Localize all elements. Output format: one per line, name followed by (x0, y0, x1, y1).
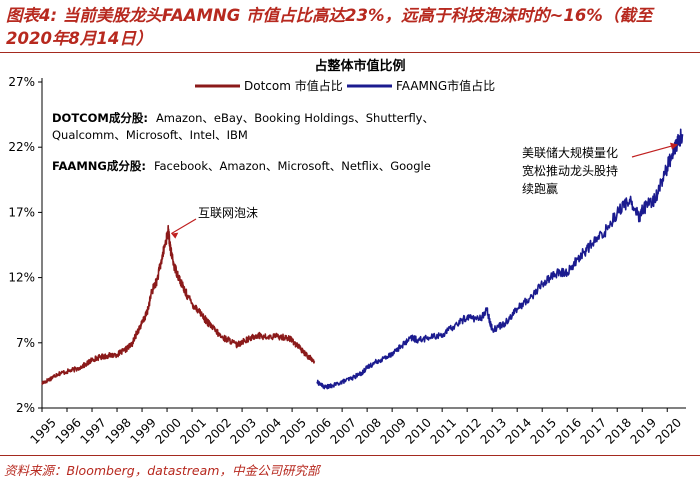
series-line-1 (316, 128, 684, 390)
x-tick-label: 2015 (528, 415, 559, 446)
top-rule (0, 52, 700, 53)
x-tick-label: 2002 (202, 415, 233, 446)
x-tick-label: 2005 (278, 415, 309, 446)
x-tick-label: 2013 (478, 415, 509, 446)
annotation-arrow-line (631, 144, 678, 158)
x-tick-label: 2010 (403, 415, 434, 446)
y-tick-label: 22% (8, 140, 35, 154)
x-tick-label: 2007 (328, 415, 359, 446)
x-tick-label: 2011 (428, 415, 459, 446)
x-tick-label: 2004 (253, 415, 284, 446)
note-label: DOTCOM成分股: (52, 111, 148, 125)
x-tick-label: 1997 (77, 415, 108, 446)
x-tick-label: 2000 (152, 415, 183, 446)
note-text: Qualcomm、Microsoft、Intel、IBM (52, 128, 248, 142)
x-tick-label: 2014 (503, 415, 534, 446)
x-tick-label: 1998 (102, 415, 133, 446)
y-tick-label: 27% (8, 75, 35, 89)
legend-label: FAAMNG市值占比 (396, 78, 495, 93)
note-text: Facebook、Amazon、Microsoft、Netflix、Google (154, 159, 431, 173)
bottom-rule (0, 455, 700, 456)
y-tick-label: 7% (16, 336, 35, 350)
note-text: Amazon、eBay、Booking Holdings、Shutterfly、 (156, 111, 434, 125)
y-tick-label: 17% (8, 205, 35, 219)
annotation-arrowhead (171, 232, 179, 239)
notes: DOTCOM成分股: Amazon、eBay、Booking Holdings、S… (52, 111, 434, 173)
x-tick-label: 1995 (27, 415, 58, 446)
figure-source: 资料来源：Bloomberg，datastream，中金公司研究部 (4, 463, 320, 478)
x-tick-label: 2001 (177, 415, 208, 446)
x-tick-label: 2009 (378, 415, 409, 446)
x-tick-label: 2003 (227, 415, 258, 446)
annotation-text: 宽松推动龙头股持 (522, 163, 618, 178)
note-label: FAAMNG成分股: (52, 159, 146, 173)
series-layer (41, 128, 684, 390)
x-tick-label: 2017 (578, 415, 609, 446)
x-tick-label: 2006 (303, 415, 334, 446)
y-tick-label: 12% (8, 271, 35, 285)
annotation-text: 续跑赢 (522, 181, 558, 196)
legend: Dotcom 市值占比 FAAMNG市值占比 (195, 78, 495, 93)
annotation-arrow-line (170, 218, 197, 235)
annotation-arrowhead (669, 142, 678, 150)
x-tick-label: 2012 (453, 415, 484, 446)
chart-title: 占整体市值比例 (314, 58, 405, 74)
figure-caption: 图表4: 当前美股龙头FAAMNG 市值占比高达23%，远高于科技泡沫时的~16… (6, 6, 653, 48)
x-tick-label: 1996 (52, 415, 83, 446)
annotation-text: 美联储大规模量化 (522, 145, 618, 160)
annotation-text: 互联网泡沫 (198, 206, 258, 220)
x-tick-label: 1999 (127, 415, 158, 446)
series-line-0 (41, 224, 316, 385)
y-tick-label: 2% (16, 401, 35, 415)
x-tick-label: 2008 (353, 415, 384, 446)
legend-label: Dotcom 市值占比 (244, 78, 343, 93)
x-tick-label: 2020 (653, 415, 684, 446)
x-tick-label: 2018 (603, 415, 634, 446)
x-tick-label: 2016 (553, 415, 584, 446)
x-tick-label: 2019 (628, 415, 659, 446)
